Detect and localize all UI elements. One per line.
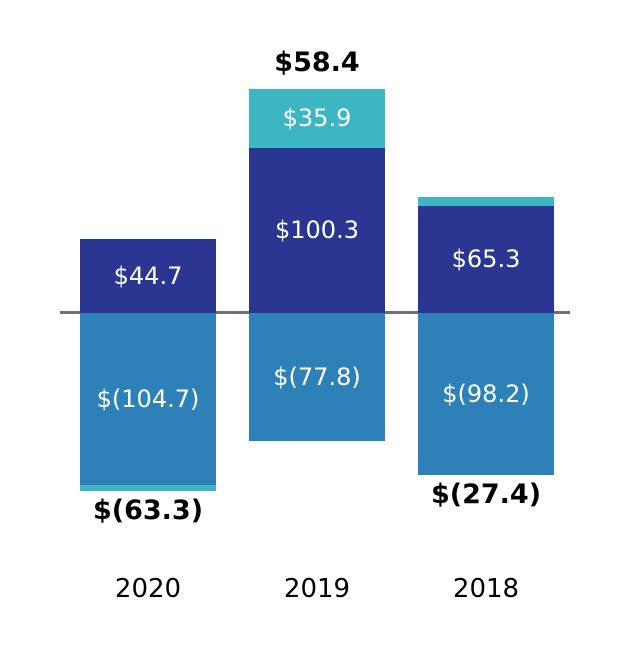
bar-segment-2019-medium_blue: $(77.8) — [249, 313, 385, 441]
bar-segment-2018-dark_blue: $65.3 — [418, 205, 554, 313]
category-label-2020: 2020 — [114, 574, 182, 604]
bar-segment-2020-dark_blue: $44.7 — [80, 239, 216, 313]
segment-value-label: $100.3 — [275, 216, 359, 245]
segment-value-label: $(77.8) — [273, 362, 361, 391]
total-label-2018: $(27.4) — [430, 478, 542, 510]
bar-segment-2020-teal — [80, 485, 216, 491]
segment-value-label: $35.9 — [282, 104, 352, 133]
category-label-2018: 2018 — [452, 574, 520, 604]
bar-segment-2020-medium_blue: $(104.7) — [80, 313, 216, 486]
segment-value-label: $(98.2) — [442, 379, 530, 408]
category-label-2019: 2019 — [283, 574, 351, 604]
segment-value-label: $44.7 — [113, 262, 183, 291]
segment-value-label: $(104.7) — [96, 385, 200, 414]
bar-segment-2018-teal — [418, 196, 554, 206]
total-label-2020: $(63.3) — [92, 494, 204, 526]
total-label-2019: $58.4 — [274, 46, 360, 78]
segment-value-label: $65.3 — [451, 245, 521, 274]
bar-segment-2019-dark_blue: $100.3 — [249, 148, 385, 313]
bar-segment-2018-medium_blue: $(98.2) — [418, 313, 554, 475]
bar-segment-2019-teal: $35.9 — [249, 88, 385, 148]
